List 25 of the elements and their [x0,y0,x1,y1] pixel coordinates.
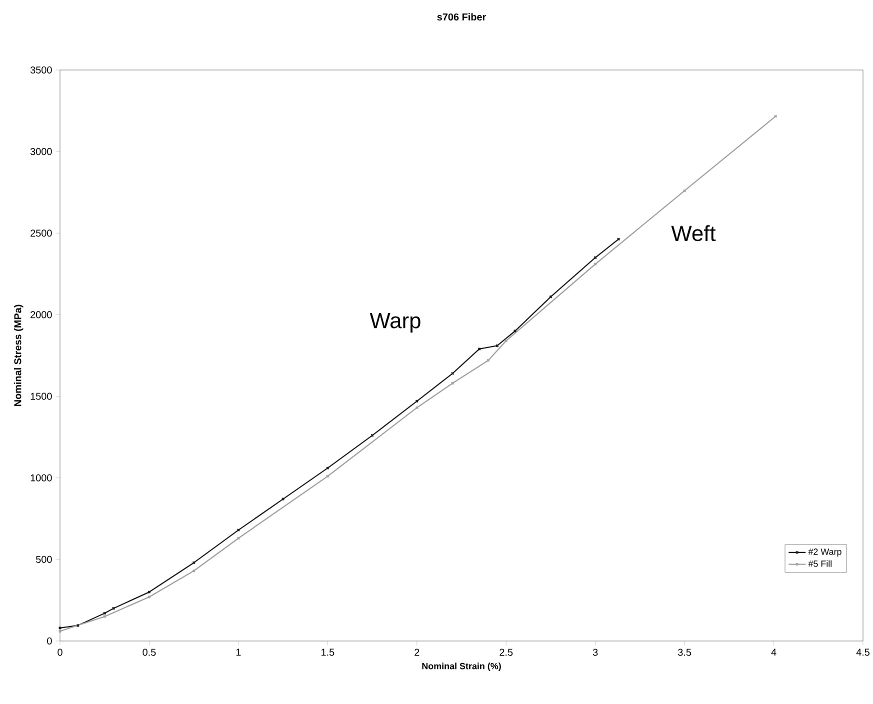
x-tick-label: 4.5 [856,648,870,656]
x-tick-label: 2 [414,648,420,656]
annotation: Warp [370,313,420,333]
x-tick-label: 0.5 [142,648,156,656]
y-tick-label: 2500 [30,230,52,237]
y-tick-label: 1000 [30,474,52,482]
y-tick-label: 2000 [30,311,52,318]
x-tick-label: 1 [236,648,241,656]
x-tick-label: 4 [771,648,776,656]
chart-title: s706 Fiber [437,13,486,20]
y-tick-label: 3000 [30,148,52,156]
annotation: Weft [671,225,716,242]
x-axis-title: Nominal Strain (%) [422,662,501,672]
y-axis-title: Nominal Stress (MPa) [14,304,24,406]
y-tick-label: 500 [36,556,52,563]
x-tick-label: 3.5 [678,648,692,656]
x-tick-label: 2.5 [500,648,513,656]
legend-label: #5 Fill [808,560,832,567]
y-tick-label: 1500 [30,392,52,400]
x-tick-label: 1.5 [322,648,334,656]
x-tick-label: 0 [58,648,62,656]
legend-label: #2 Warp [808,548,842,557]
y-tick-label: 3500 [30,66,52,74]
x-tick-label: 3 [592,648,598,656]
y-tick-label: 0 [47,637,52,645]
